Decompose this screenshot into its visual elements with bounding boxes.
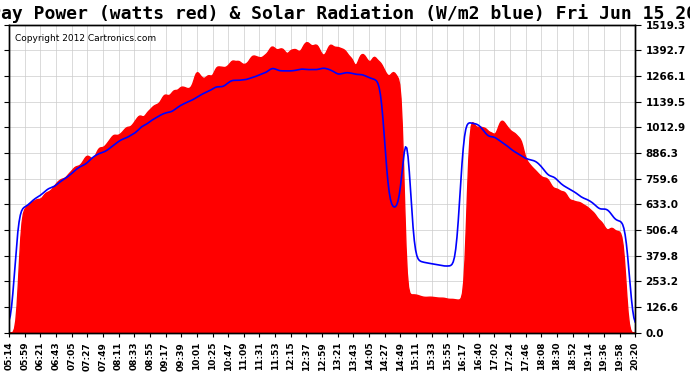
Title: East Array Power (watts red) & Solar Radiation (W/m2 blue) Fri Jun 15 20:24: East Array Power (watts red) & Solar Rad… — [0, 4, 690, 23]
Text: Copyright 2012 Cartronics.com: Copyright 2012 Cartronics.com — [15, 34, 157, 43]
